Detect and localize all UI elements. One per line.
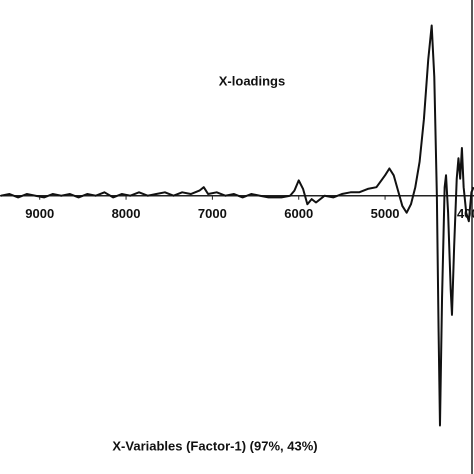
loading-line xyxy=(0,24,474,427)
chart-title: X-loadings xyxy=(219,73,285,88)
x-tick-label: 8000 xyxy=(112,206,141,221)
x-axis-label: X-Variables (Factor-1) (97%, 43%) xyxy=(112,438,317,453)
x-tick-label: 6000 xyxy=(284,206,313,221)
x-tick-label: 9000 xyxy=(25,206,54,221)
x-tick-label: 7000 xyxy=(198,206,227,221)
x-tick-label: 5000 xyxy=(371,206,400,221)
